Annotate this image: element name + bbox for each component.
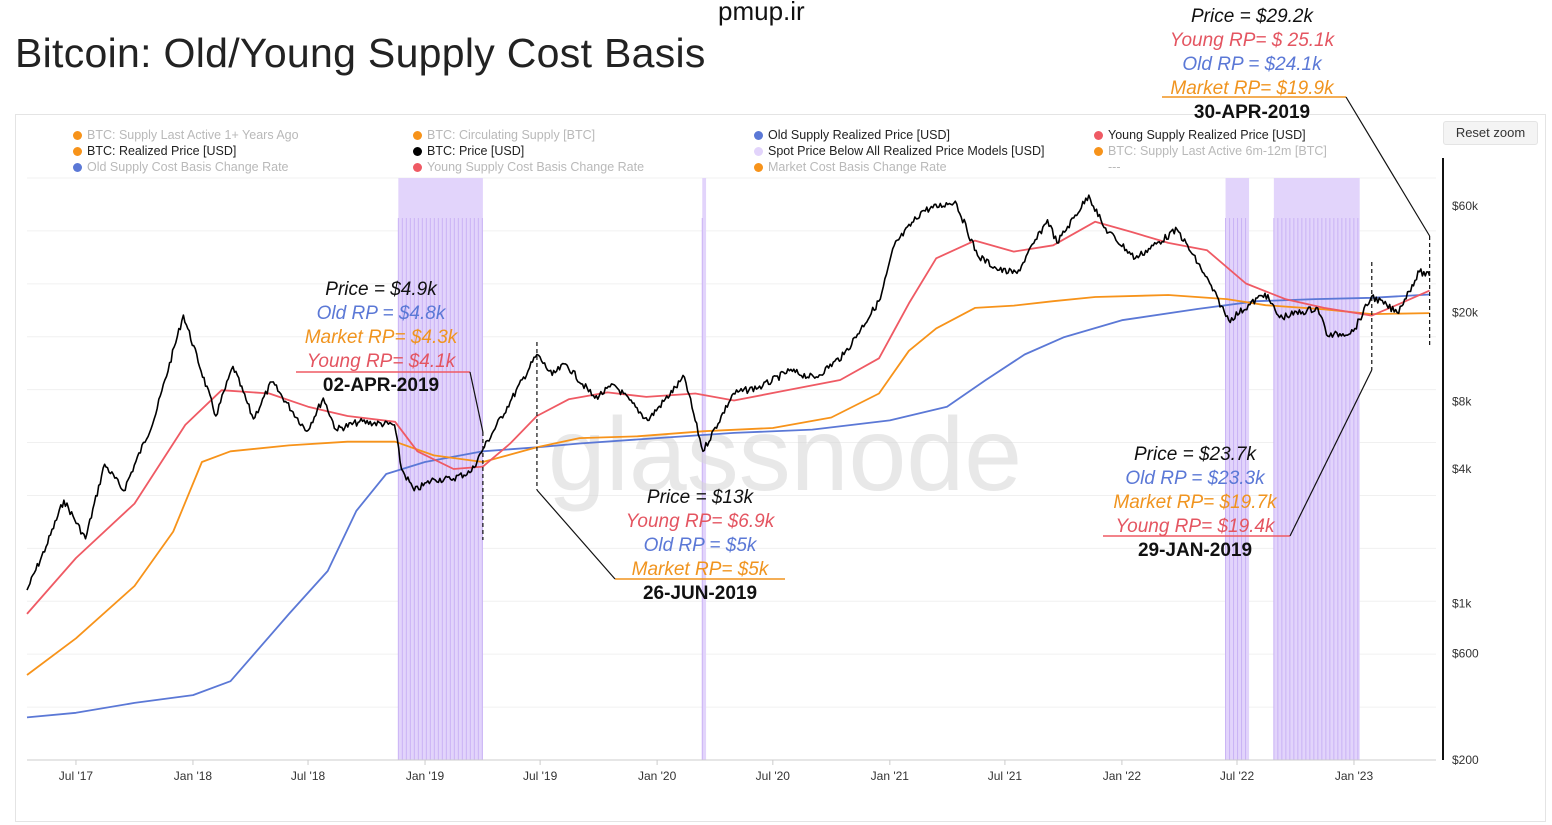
series-line-young-rp [26, 220, 1430, 615]
series-line-realized-price [26, 294, 1430, 676]
annotation-price: Price = $29.2k [1191, 6, 1313, 27]
legend-item-realized-price[interactable]: BTC: Realized Price [USD] [73, 144, 236, 158]
annotation-old-rp: Old RP = $5k [643, 535, 757, 556]
legend-dot [413, 163, 422, 172]
annotation-leader-line [536, 489, 616, 580]
x-tick-label: Jan '19 [406, 769, 445, 783]
legend-dot [1094, 131, 1103, 140]
x-tick-label: Jul '21 [988, 769, 1023, 783]
legend-label: Young Supply Cost Basis Change Rate [427, 160, 645, 174]
spot-below-shade [398, 178, 483, 760]
y-tick-label: $200 [1452, 753, 1479, 767]
spot-below-shade [702, 178, 707, 760]
site-watermark: pmup.ir [718, 0, 805, 26]
y-tick-label: $4k [1452, 462, 1472, 476]
annotation-apr-2019-b: Price = $29.2k Young RP= $ 25.1k Old RP … [1152, 5, 1352, 125]
y-tick-label: $20k [1452, 306, 1479, 320]
legend-item-old-supply-rp[interactable]: Old Supply Realized Price [USD] [754, 128, 950, 142]
x-tick-label: Jan '20 [638, 769, 677, 783]
x-tick-label: Jul '17 [59, 769, 94, 783]
legend-dot [413, 147, 422, 156]
legend-item-supply-6m-12m[interactable]: BTC: Supply Last Active 6m-12m [BTC] [1094, 144, 1327, 158]
glassnode-watermark: glassnode [548, 397, 1022, 513]
legend-label: BTC: Price [USD] [427, 144, 525, 158]
legend-item-young-change-rate[interactable]: Young Supply Cost Basis Change Rate [413, 160, 644, 174]
annotation-date: 26-JUN-2019 [642, 583, 758, 604]
legend-label: Market Cost Basis Change Rate [768, 160, 947, 174]
legend-label: BTC: Circulating Supply [BTC] [427, 128, 596, 142]
legend-item-circulating-supply[interactable]: BTC: Circulating Supply [BTC] [413, 128, 595, 142]
legend-label: Old Supply Cost Basis Change Rate [87, 160, 289, 174]
annotation-leader-line [1289, 369, 1373, 537]
x-tick-label: Jul '20 [756, 769, 791, 783]
annotation-young-rp: Young RP= $4.1k [306, 351, 456, 372]
page-title: Bitcoin: Old/Young Supply Cost Basis [15, 30, 706, 76]
legend-item-old-change-rate[interactable]: Old Supply Cost Basis Change Rate [73, 160, 289, 174]
x-tick-label: Jul '19 [523, 769, 558, 783]
annotation-market-rp: Market RP= $19.7k [1113, 492, 1277, 513]
legend-item-spot-below[interactable]: Spot Price Below All Realized Price Mode… [754, 144, 1045, 158]
reset-zoom-button[interactable]: Reset zoom [1443, 121, 1538, 145]
y-tick-label: $60k [1452, 199, 1479, 213]
annotation-jan-2019: Price = $23.7k Old RP = $23.3k Market RP… [1095, 443, 1295, 563]
x-tick-label: Jul '22 [1220, 769, 1255, 783]
annotation-price: Price = $23.7k [1134, 444, 1256, 465]
series-line-old-rp [26, 293, 1430, 719]
legend-label: Old Supply Realized Price [USD] [768, 128, 951, 142]
legend-item-supply-1y[interactable]: BTC: Supply Last Active 1+ Years Ago [73, 128, 299, 142]
annotation-price: Price = $4.9k [325, 279, 437, 300]
annotation-leader-line [1345, 96, 1431, 237]
annotation-apr-2019: Price = $4.9k Old RP = $4.8k Market RP= … [281, 278, 481, 398]
annotation-market-rp: Market RP= $19.9k [1170, 78, 1334, 99]
series-line-btc-price [26, 194, 1431, 591]
annotation-old-rp: Old RP = $4.8k [316, 303, 446, 324]
legend-label: BTC: Supply Last Active 1+ Years Ago [87, 128, 299, 142]
chart-frame [15, 114, 1546, 822]
annotation-date: 29-JAN-2019 [1137, 540, 1253, 561]
annotation-market-rp: Market RP= $4.3k [304, 327, 458, 348]
annotation-old-rp: Old RP = $23.3k [1125, 468, 1265, 489]
annotation-date: 30-APR-2019 [1193, 102, 1311, 123]
annotation-jun-2019: Price = $13k Young RP= $6.9k Old RP = $5… [600, 486, 800, 606]
y-tick-label: $1k [1452, 597, 1472, 611]
annotation-price: Price = $13k [646, 487, 754, 508]
x-tick-label: Jan '22 [1103, 769, 1142, 783]
x-tick-label: Jan '21 [871, 769, 910, 783]
legend-label: BTC: Supply Last Active 6m-12m [BTC] [1108, 144, 1327, 158]
annotation-leader-line [469, 371, 484, 433]
legend-item-placeholder: --- [1108, 160, 1121, 174]
annotation-market-rp: Market RP= $5k [631, 559, 769, 580]
legend-item-btc-price[interactable]: BTC: Price [USD] [413, 144, 524, 158]
legend-item-market-change-rate[interactable]: Market Cost Basis Change Rate [754, 160, 947, 174]
y-tick-label: $600 [1452, 646, 1479, 660]
legend-label: --- [1108, 160, 1121, 174]
legend-dot [413, 131, 422, 140]
annotation-young-rp: Young RP= $ 25.1k [1169, 30, 1335, 51]
legend-label: BTC: Realized Price [USD] [87, 144, 237, 158]
x-tick-label: Jul '18 [291, 769, 326, 783]
annotation-old-rp: Old RP = $24.1k [1182, 54, 1322, 75]
legend-dot [754, 147, 763, 156]
legend-dot [754, 163, 763, 172]
annotation-date: 02-APR-2019 [322, 375, 440, 396]
legend-dot [754, 131, 763, 140]
legend-label: Spot Price Below All Realized Price Mode… [768, 144, 1045, 158]
legend-dot [73, 163, 82, 172]
legend-item-young-supply-rp[interactable]: Young Supply Realized Price [USD] [1094, 128, 1306, 142]
annotation-young-rp: Young RP= $19.4k [1115, 516, 1275, 537]
legend-dot [73, 147, 82, 156]
x-tick-label: Jan '23 [1335, 769, 1374, 783]
annotation-young-rp: Young RP= $6.9k [625, 511, 775, 532]
legend-dot [73, 131, 82, 140]
legend-label: Young Supply Realized Price [USD] [1108, 128, 1306, 142]
x-tick-label: Jan '18 [174, 769, 213, 783]
legend-dot [1094, 147, 1103, 156]
y-tick-label: $8k [1452, 395, 1472, 409]
